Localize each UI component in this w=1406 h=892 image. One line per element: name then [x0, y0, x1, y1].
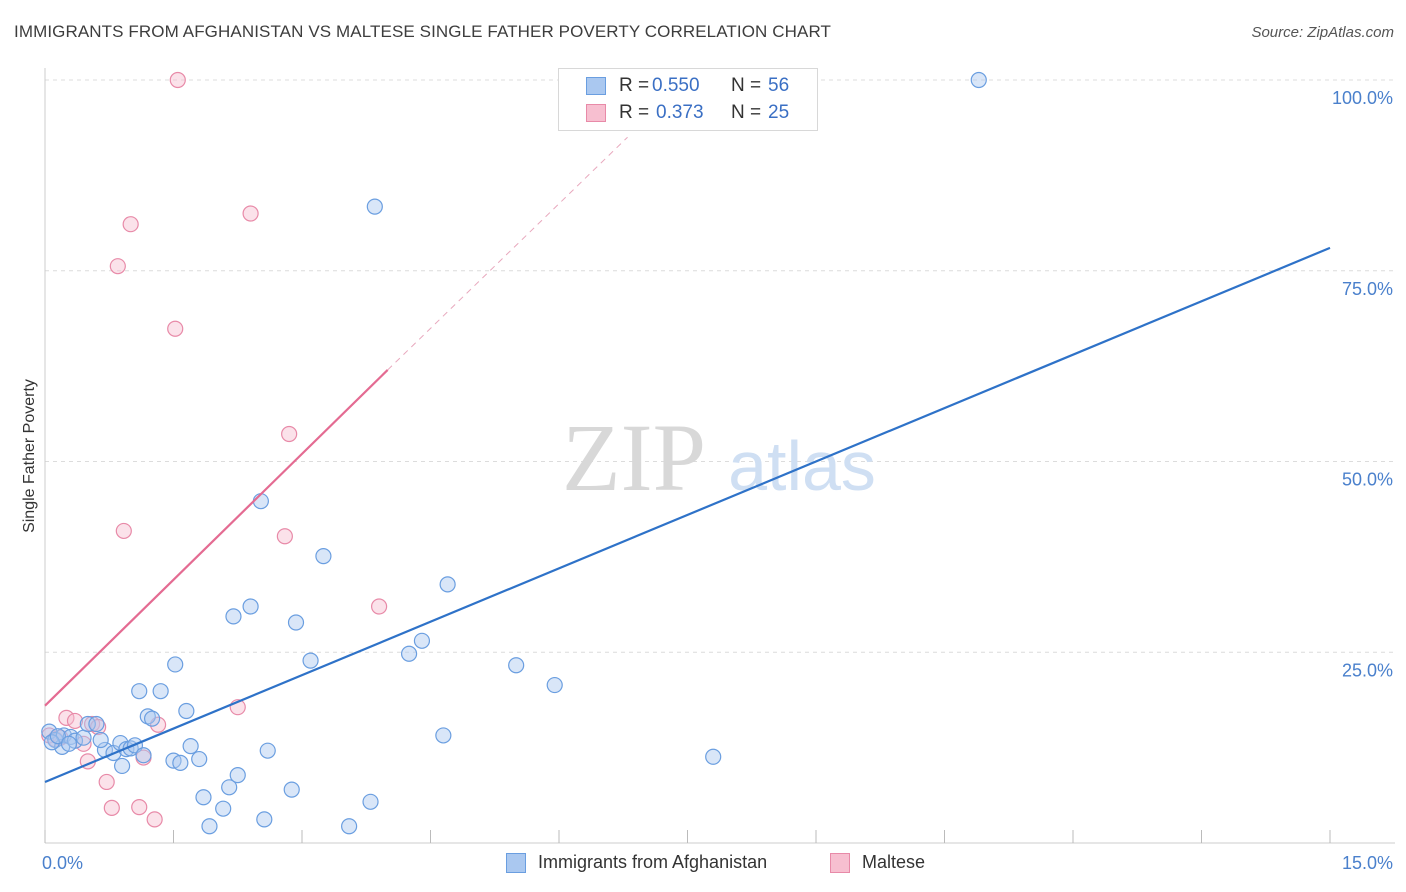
trend-line-maltese: [44, 369, 389, 707]
data-point-afghanistan: [315, 548, 332, 565]
data-point-afghanistan: [43, 734, 60, 751]
data-point-maltese: [281, 425, 298, 443]
data-point-maltese: [122, 216, 139, 233]
data-point-maltese: [146, 811, 163, 828]
data-point-afghanistan: [178, 702, 195, 720]
y-tick-label: 75.0%: [1342, 279, 1393, 299]
source-credit: Source: ZipAtlas.com: [1251, 24, 1394, 41]
legend-n-value: 25: [768, 102, 790, 123]
data-point-afghanistan: [259, 742, 276, 759]
legend-n-label: N =: [731, 75, 762, 96]
y-tick-labels: 100.0% 75.0% 50.0% 25.0%: [1332, 88, 1393, 680]
axes: [44, 68, 1395, 844]
y-axis-title: Single Father Poverty: [21, 379, 38, 533]
bottom-legend-swatch-pink: [830, 853, 850, 873]
legend-r-value: 0.373: [656, 102, 704, 123]
legend-r-label: R =: [619, 102, 650, 123]
data-point-maltese: [115, 522, 132, 540]
data-point-afghanistan: [400, 645, 418, 662]
data-point-afghanistan: [172, 754, 189, 771]
correlation-legend: R = 0.550 N = 56 R = 0.373 N = 25: [558, 68, 818, 131]
data-point-maltese: [371, 598, 388, 615]
legend-swatch-blue: [586, 77, 606, 95]
gridlines: [45, 79, 1395, 653]
x-tick-label: 0.0%: [42, 853, 83, 873]
data-point-afghanistan: [341, 818, 358, 835]
data-point-afghanistan: [435, 727, 452, 744]
data-point-afghanistan: [287, 614, 305, 631]
data-point-maltese: [131, 799, 148, 816]
data-point-afghanistan: [152, 683, 169, 700]
data-point-afghanistan: [546, 676, 563, 694]
data-point-afghanistan: [131, 683, 148, 700]
data-point-afghanistan: [195, 789, 212, 806]
data-point-afghanistan: [242, 598, 259, 615]
data-point-afghanistan: [229, 766, 246, 784]
data-point-afghanistan: [75, 729, 92, 746]
data-point-afghanistan: [362, 793, 379, 810]
data-point-afghanistan: [201, 818, 218, 835]
data-point-maltese: [242, 205, 259, 222]
data-point-afghanistan: [167, 656, 184, 673]
data-point-maltese: [169, 71, 186, 89]
data-point-afghanistan: [92, 731, 109, 749]
watermark-zip: ZIP: [562, 404, 706, 511]
data-point-maltese: [276, 528, 293, 545]
data-point-afghanistan: [215, 800, 232, 817]
data-point-afghanistan: [182, 737, 199, 755]
data-point-afghanistan: [302, 652, 319, 669]
legend-r-label: R =: [619, 75, 650, 96]
trend-line-maltese-extension: [387, 136, 628, 371]
legend-n-value: 56: [768, 75, 790, 96]
trend-line-afghanistan: [44, 246, 1331, 783]
watermark-atlas: atlas: [728, 427, 876, 505]
bottom-legend-label: Maltese: [862, 852, 926, 872]
y-tick-label: 25.0%: [1342, 660, 1393, 680]
data-point-maltese: [58, 709, 75, 726]
data-point-afghanistan: [970, 71, 987, 89]
data-point-afghanistan: [221, 779, 238, 796]
data-point-afghanistan: [88, 715, 105, 733]
data-point-afghanistan: [143, 710, 161, 727]
x-tick-labels: 0.0% 15.0%: [42, 853, 1393, 873]
legend-n-label: N =: [731, 102, 762, 123]
data-point-maltese: [167, 320, 184, 337]
data-point-afghanistan: [705, 748, 722, 765]
data-point-afghanistan: [113, 757, 131, 775]
legend-swatch-pink: [586, 104, 606, 122]
data-point-maltese: [98, 773, 115, 791]
data-point-afghanistan: [413, 632, 431, 649]
data-point-afghanistan: [49, 728, 66, 745]
data-point-maltese: [66, 712, 84, 730]
y-tick-label: 100.0%: [1332, 88, 1393, 108]
x-tick-label: 15.0%: [1342, 853, 1393, 873]
series-maltese-points: [41, 71, 388, 828]
trend-lines: [44, 136, 1331, 783]
data-point-maltese: [109, 258, 126, 275]
series-afghanistan-points: [41, 71, 987, 835]
data-point-afghanistan: [439, 576, 456, 593]
bottom-legend-label: Immigrants from Afghanistan: [538, 852, 768, 872]
data-point-afghanistan: [139, 708, 156, 725]
data-point-afghanistan: [283, 781, 300, 798]
data-point-afghanistan: [225, 608, 242, 625]
bottom-legend-swatch-blue: [506, 853, 526, 873]
chart-title: IMMIGRANTS FROM AFGHANISTAN VS MALTESE S…: [14, 22, 831, 41]
data-point-maltese: [103, 799, 120, 817]
legend-r-value: 0.550: [652, 75, 700, 96]
data-point-afghanistan: [135, 747, 152, 764]
y-tick-label: 50.0%: [1342, 470, 1393, 490]
data-point-afghanistan: [191, 750, 208, 768]
data-point-afghanistan: [508, 657, 525, 674]
data-point-afghanistan: [252, 493, 269, 510]
data-point-afghanistan: [256, 811, 273, 828]
data-point-afghanistan: [366, 198, 383, 215]
data-point-afghanistan: [60, 735, 78, 752]
data-point-afghanistan: [79, 715, 96, 733]
